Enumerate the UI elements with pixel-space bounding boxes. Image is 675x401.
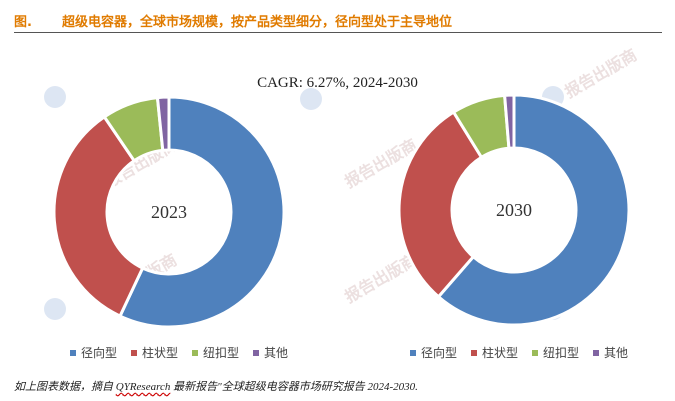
legend-item: 其他: [253, 344, 288, 361]
cagr-label: CAGR: 6.27%, 2024-2030: [257, 75, 418, 91]
donut-slice-2030-柱状型: [397, 110, 484, 299]
legend-item: 柱状型: [131, 344, 178, 361]
donut-slice-2023-其他: [155, 95, 171, 152]
legend-label: 柱状型: [482, 346, 519, 360]
legend-swatch: [471, 349, 478, 356]
legend-label: 径向型: [81, 346, 118, 360]
legend-label: 其他: [264, 346, 289, 360]
legend-swatch: [70, 349, 76, 356]
legend-2023: 径向型 柱状型 纽扣型 其他: [70, 344, 288, 361]
legend-label: 纽扣型: [543, 346, 580, 360]
donut-center-label: 2023: [151, 202, 187, 222]
legend-swatch: [532, 349, 539, 356]
legend-label: 纽扣型: [203, 346, 240, 360]
legend-item: 纽扣型: [192, 344, 239, 361]
legend-swatch: [410, 349, 416, 356]
source-footnote: 如上图表数据，摘自 QYResearch 最新报告"全球超级电容器市场研究报告 …: [14, 378, 418, 394]
donut-slice-2023-柱状型: [52, 114, 145, 319]
footnote-source: QYResearch: [115, 381, 171, 393]
legend-item: 径向型: [410, 344, 457, 361]
figure-header: 图. 超级电容器，全球市场规模，按产品类型细分，径向型处于主导地位: [14, 8, 662, 33]
legend-swatch: [593, 349, 600, 356]
legend-swatch: [131, 349, 138, 356]
footnote-prefix: 如上图表数据，摘自: [14, 381, 113, 393]
donut-slice-2023-径向型: [118, 95, 286, 329]
legend-swatch: [192, 349, 199, 356]
footnote-suffix: 最新报告"全球超级电容器市场研究报告 2024-2030.: [173, 381, 418, 393]
donut-slice-2030-径向型: [436, 93, 631, 327]
legend-item: 其他: [593, 344, 628, 361]
donut-center-label: 2030: [496, 200, 532, 220]
figure-label: 图.: [14, 15, 32, 30]
legend-item: 径向型: [70, 344, 117, 361]
legend-label: 柱状型: [142, 346, 179, 360]
legend-swatch: [253, 349, 260, 356]
legend-label: 径向型: [421, 346, 458, 360]
legend-label: 其他: [604, 346, 629, 360]
donut-slice-2030-其他: [502, 93, 516, 150]
figure-title: 超级电容器，全球市场规模，按产品类型细分，径向型处于主导地位: [62, 15, 453, 30]
legend-item: 柱状型: [471, 344, 518, 361]
legend-2030: 径向型 柱状型 纽扣型 其他: [410, 344, 628, 361]
legend-item: 纽扣型: [532, 344, 579, 361]
